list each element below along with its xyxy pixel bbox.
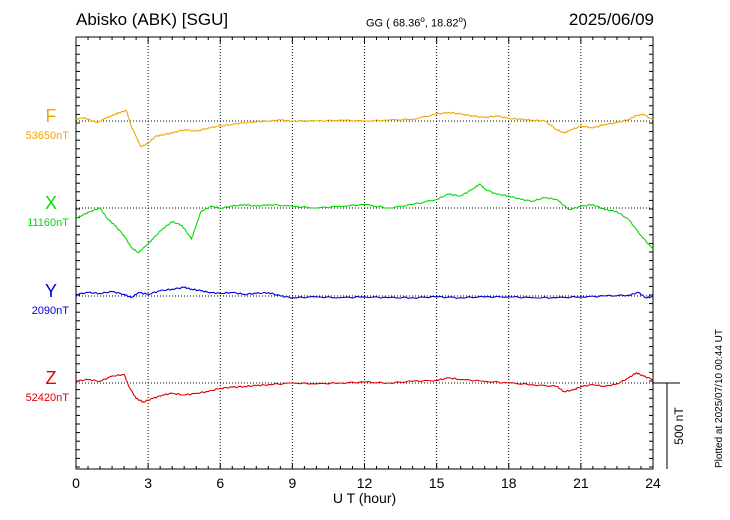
x-tick-label: 3 [144,475,152,491]
coords-prefix: GG ( 68.36 [366,17,421,30]
x-axis-label: U T (hour) [333,490,396,506]
x-tick-label: 12 [357,475,373,491]
x-tick-label: 21 [573,475,589,491]
coords-suffix: ) [462,17,467,30]
series-line-z [75,371,653,403]
date-title: 2025/06/09 [568,10,654,29]
series-baseline-x: 11160nT [27,217,69,229]
degree-mark-lat: o [420,15,425,24]
x-tick-label: 24 [645,475,661,491]
x-tick-label: 9 [288,475,296,491]
degree-mark-lon: o [458,15,463,24]
coordinates-label: GG ( 68.36o, 18.82o) [366,15,467,30]
x-tick-label: 6 [216,475,224,491]
x-tick-label: 18 [501,475,517,491]
series-baseline-y: 2090nT [32,305,70,317]
series-line-x [75,183,654,254]
station-title: Abisko (ABK) [SGU] [76,10,229,29]
series-line-f [75,109,654,148]
series-name-z: Z [46,368,57,388]
scale-bar-label: 500 nT [672,407,686,445]
coords-mid: , 18.82 [424,17,459,30]
series-name-y: Y [45,281,57,301]
series-baseline-f: 53650nT [26,130,70,142]
x-tick-label: 15 [429,475,445,491]
series-name-f: F [46,106,57,126]
x-tick-label: 0 [72,475,80,491]
series-name-x: X [45,193,57,213]
series-baseline-z: 52420nT [26,392,70,404]
series-line-y [75,286,654,299]
